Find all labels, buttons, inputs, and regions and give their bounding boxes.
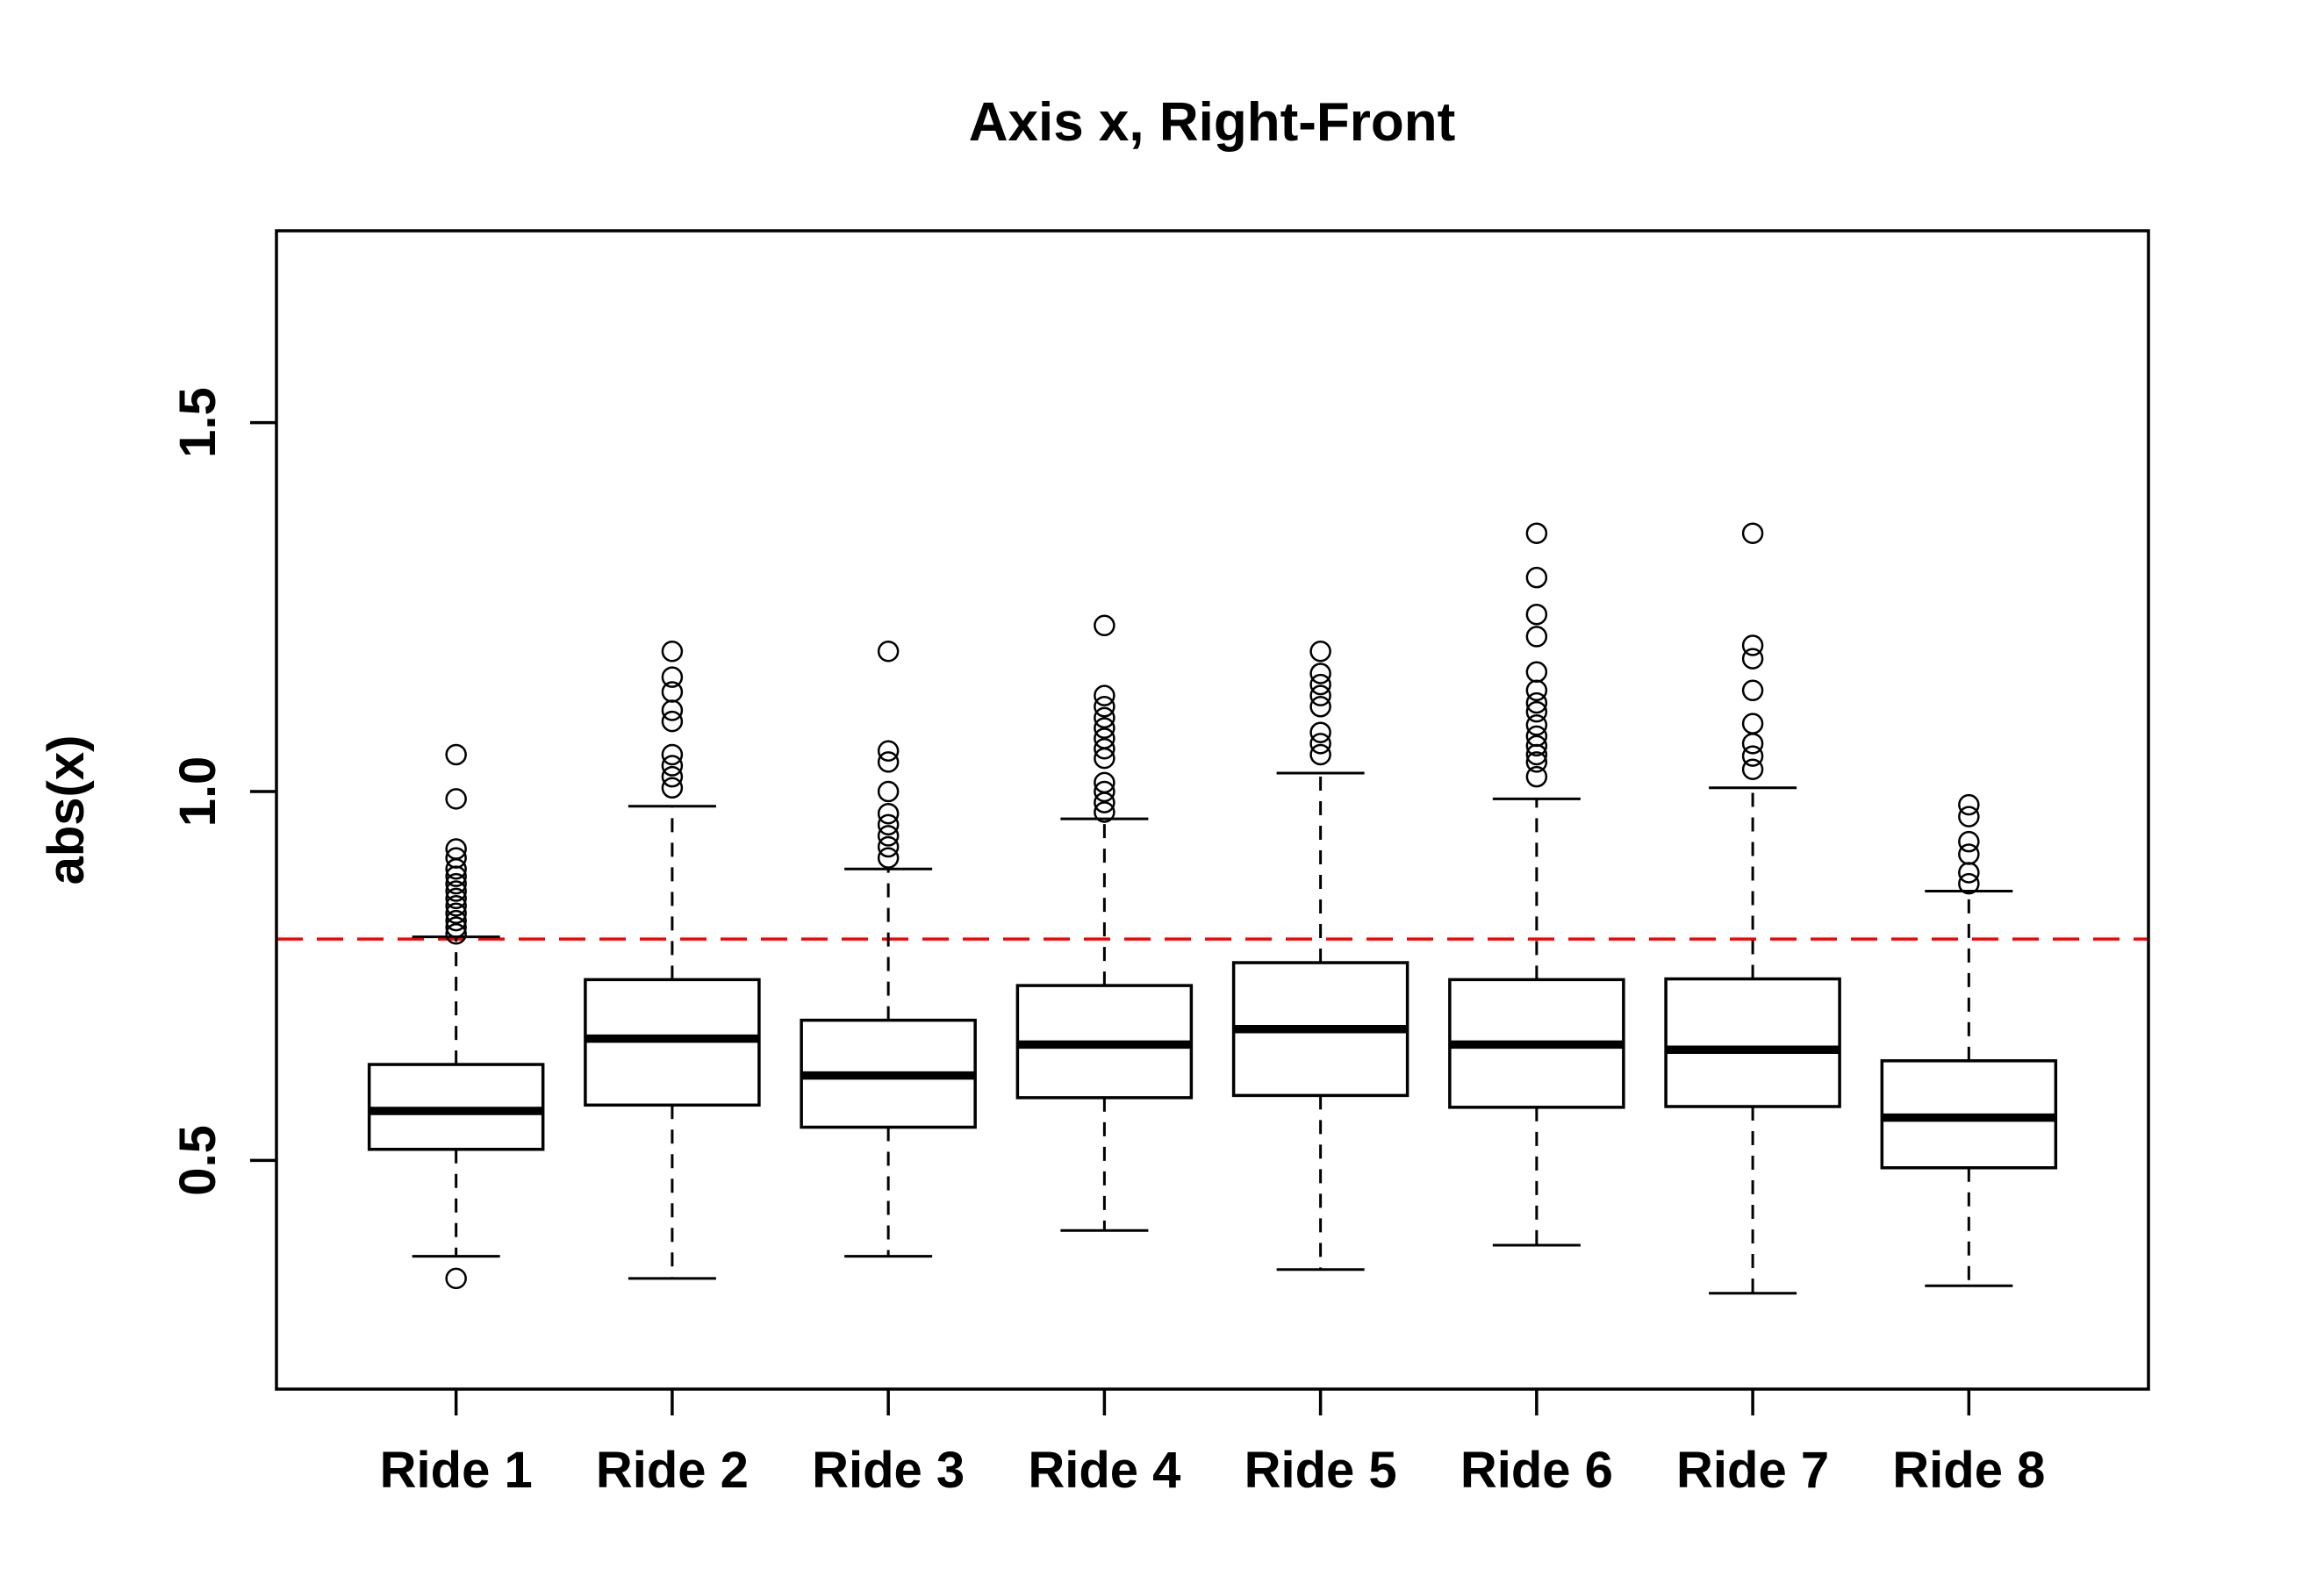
outlier-point bbox=[1094, 717, 1115, 739]
outlier-point bbox=[877, 780, 900, 803]
outlier-point bbox=[445, 838, 467, 860]
outlier-point bbox=[445, 887, 467, 910]
outlier-point bbox=[661, 743, 684, 766]
outlier-point bbox=[1525, 661, 1548, 684]
outlier-point bbox=[661, 640, 684, 663]
outlier-point bbox=[1741, 522, 1764, 544]
outlier-point bbox=[445, 743, 467, 766]
outlier-point bbox=[661, 755, 684, 777]
outlier-point bbox=[445, 872, 467, 895]
outlier-point bbox=[1094, 696, 1115, 718]
y-tick-label: 1.5 bbox=[169, 387, 226, 458]
x-tick-label: Ride 4 bbox=[1028, 1442, 1180, 1499]
outlier-point bbox=[1741, 758, 1764, 781]
outlier-point bbox=[445, 1267, 467, 1290]
outlier-point bbox=[445, 895, 467, 917]
x-tick-label: Ride 3 bbox=[812, 1442, 965, 1499]
outlier-point bbox=[1958, 806, 1980, 827]
outlier-point bbox=[1525, 603, 1548, 626]
outlier-point bbox=[1309, 721, 1331, 743]
outlier-point bbox=[1094, 727, 1115, 749]
outlier-point bbox=[661, 765, 684, 788]
plot-area: 0.5 1.0 1.5 Ride 1 Ride 2 Ride 3 Ride 4 Ride 5 R… bbox=[169, 387, 2148, 1499]
outlier-point bbox=[1525, 522, 1548, 544]
y-tick-label: 0.5 bbox=[169, 1125, 226, 1196]
outlier-point bbox=[1309, 733, 1331, 755]
plot-border bbox=[275, 229, 2150, 1391]
x-tick-label: Ride 6 bbox=[1460, 1442, 1613, 1499]
outlier-point bbox=[1958, 872, 1980, 895]
outlier-point bbox=[1094, 614, 1115, 637]
outlier-point bbox=[1525, 691, 1548, 714]
outlier-point bbox=[661, 777, 684, 799]
outlier-point bbox=[445, 916, 467, 938]
outlier-point bbox=[1525, 714, 1548, 736]
outlier-point bbox=[661, 666, 684, 688]
outlier-point bbox=[877, 751, 900, 773]
outlier-point bbox=[445, 902, 467, 924]
outlier-point bbox=[445, 847, 467, 869]
outlier-point bbox=[1094, 801, 1115, 823]
outlier-point bbox=[1741, 679, 1764, 702]
outlier-point bbox=[1525, 626, 1548, 648]
outlier-point bbox=[445, 788, 467, 810]
outlier-point bbox=[1309, 673, 1331, 696]
outlier-point bbox=[1094, 771, 1115, 794]
outlier-point bbox=[661, 710, 684, 733]
x-tick-label: Ride 8 bbox=[1892, 1442, 2045, 1499]
outlier-point bbox=[445, 909, 467, 932]
outlier-point bbox=[1525, 700, 1548, 723]
outlier-point bbox=[1741, 648, 1764, 670]
outlier-point bbox=[661, 681, 684, 703]
outlier-point bbox=[1309, 696, 1331, 718]
outlier-point bbox=[1958, 843, 1980, 865]
outlier-point bbox=[1309, 663, 1331, 684]
outlier-point bbox=[1309, 743, 1331, 766]
outlier-point bbox=[1525, 734, 1548, 757]
outlier-point bbox=[1958, 793, 1980, 816]
outlier-point bbox=[877, 802, 900, 825]
x-tick-label: Ride 1 bbox=[380, 1442, 533, 1499]
outlier-point bbox=[1525, 751, 1548, 773]
outlier-point bbox=[877, 825, 900, 847]
outlier-point bbox=[1741, 634, 1764, 656]
y-tick-label: 1.0 bbox=[169, 756, 226, 827]
outlier-point bbox=[1525, 765, 1548, 788]
outlier-point bbox=[877, 813, 900, 836]
outlier-point bbox=[1958, 830, 1980, 853]
x-tick-label: Ride 5 bbox=[1244, 1442, 1397, 1499]
outlier-point bbox=[1094, 737, 1115, 760]
outlier-point bbox=[1741, 745, 1764, 767]
outlier-point bbox=[1094, 684, 1115, 706]
box-ride-7 bbox=[1664, 977, 1841, 1108]
outlier-point bbox=[877, 847, 900, 869]
outlier-point bbox=[1094, 780, 1115, 803]
outlier-point bbox=[1309, 640, 1331, 663]
outlier-point bbox=[1309, 684, 1331, 706]
outlier-point bbox=[445, 880, 467, 902]
outlier-point bbox=[1094, 706, 1115, 729]
outlier-point bbox=[1525, 566, 1548, 589]
x-tick-label: Ride 2 bbox=[596, 1442, 749, 1499]
outlier-point bbox=[877, 640, 900, 663]
y-axis-label: abs(x) bbox=[38, 735, 95, 885]
chart-title: Axis x, Right-Front bbox=[969, 92, 1456, 153]
outlier-point bbox=[1741, 713, 1764, 734]
x-tick-label: Ride 7 bbox=[1676, 1442, 1829, 1499]
outlier-point bbox=[877, 740, 900, 762]
outlier-point bbox=[1525, 725, 1548, 748]
outlier-point bbox=[877, 835, 900, 858]
outlier-point bbox=[445, 922, 467, 945]
